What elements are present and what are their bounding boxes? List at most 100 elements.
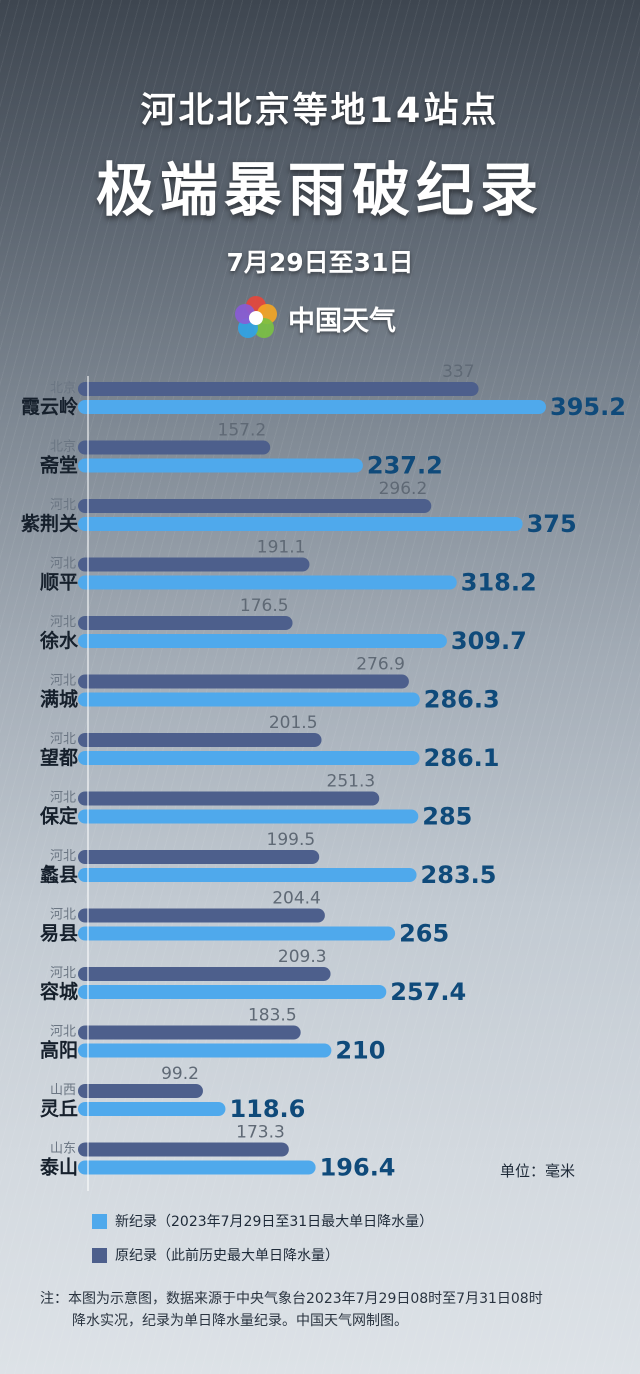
bar-old-record	[78, 967, 331, 981]
category-label: 保定	[39, 805, 78, 828]
title-line2: 极端暴雨破纪录	[95, 156, 544, 224]
province-label: 河北	[50, 849, 76, 864]
bar-new-record	[78, 692, 420, 707]
category-label: 顺平	[40, 572, 78, 594]
bar-old-record	[78, 616, 293, 630]
province-label: 河北	[50, 1025, 76, 1040]
bar-old-record	[78, 908, 325, 923]
category-label: 霞云岭	[21, 395, 78, 418]
data-label-new: 196.4	[320, 1154, 396, 1182]
bar-new-record	[78, 517, 523, 531]
bar-new-record	[78, 634, 447, 648]
bar-old-record-base	[88, 908, 100, 923]
province-label: 河北	[50, 615, 76, 630]
bar-old-record-base	[88, 1142, 100, 1157]
bar-new-record	[78, 575, 457, 590]
footnote: 注：本图为示意图，数据来源于中央气象台2023年7月29日08时至7月31日08…	[40, 1288, 610, 1332]
bar-old-record-base	[88, 440, 100, 455]
bar-chart: 北京霞云岭337395.2北京斋堂157.2237.2河北紫荆关296.2375…	[20, 362, 626, 1182]
bar-old-record	[78, 1142, 289, 1157]
data-label-old: 157.2	[218, 421, 267, 441]
bar-new-record	[78, 868, 417, 882]
data-label-new: 286.3	[424, 686, 500, 714]
bar-new-record-base	[88, 809, 100, 824]
legend-swatch-old	[92, 1247, 107, 1263]
bar-old-record-base	[88, 850, 100, 864]
data-label-new: 309.7	[451, 627, 527, 655]
footnote-line1: 注：本图为示意图，数据来源于中央气象台2023年7月29日08时至7月31日08…	[40, 1291, 543, 1307]
legend-item-old: 原纪录（此前历史最大单日降水量）	[92, 1242, 433, 1268]
category-label: 高阳	[40, 1039, 78, 1062]
unit-label: 单位：毫米	[500, 1162, 576, 1180]
bar-new-record	[78, 809, 419, 824]
data-label-new: 285	[422, 803, 472, 831]
legend-swatch-new	[92, 1213, 107, 1229]
brand-name: 中国天气	[288, 305, 396, 337]
bar-old-record-base	[88, 1084, 100, 1098]
bar-old-record	[78, 440, 271, 455]
province-label: 河北	[50, 791, 76, 806]
bar-old-record	[78, 1025, 301, 1040]
bar-new-record-base	[88, 1102, 100, 1116]
province-label: 山西	[50, 1083, 76, 1098]
bar-old-record	[78, 791, 380, 806]
bar-old-record-base	[88, 557, 100, 572]
data-label-new: 118.6	[229, 1095, 305, 1123]
province-label: 河北	[50, 674, 76, 689]
province-label: 河北	[50, 557, 76, 572]
data-label-new: 257.4	[390, 978, 466, 1006]
bar-new-record	[78, 1160, 316, 1175]
bar-new-record	[78, 985, 387, 999]
data-label-old: 183.5	[248, 1006, 297, 1026]
date-range: 7月29日至31日	[226, 248, 414, 277]
data-label-old: 276.9	[356, 655, 405, 675]
data-label-old: 296.2	[379, 479, 428, 499]
category-label: 容城	[40, 980, 78, 1003]
bar-old-record-base	[88, 967, 100, 981]
bar-old-record-base	[88, 499, 100, 513]
bar-new-record-base	[88, 1043, 100, 1058]
category-label: 易县	[40, 923, 78, 945]
data-label-old: 209.3	[278, 947, 327, 967]
bar-new-record	[78, 926, 396, 941]
province-label: 北京	[50, 381, 76, 396]
legend-item-new: 新纪录（2023年7月29日至31日最大单日降水量）	[92, 1208, 433, 1234]
bar-new-record-base	[88, 458, 100, 473]
data-label-new: 210	[335, 1037, 385, 1065]
bar-old-record	[78, 850, 320, 864]
bar-new-record-base	[88, 575, 100, 590]
legend-label-new: 新纪录（2023年7月29日至31日最大单日降水量）	[115, 1214, 434, 1230]
category-label: 徐水	[39, 629, 79, 652]
bar-old-record	[78, 382, 479, 396]
bar-new-record-base	[88, 692, 100, 707]
bar-new-record-base	[88, 751, 100, 765]
data-label-new: 395.2	[550, 393, 626, 421]
province-label: 山东	[50, 1142, 76, 1157]
data-label-old: 337	[442, 362, 474, 382]
bar-old-record-base	[88, 674, 100, 689]
bar-old-record	[78, 557, 310, 572]
data-label-new: 318.2	[461, 569, 537, 597]
data-label-new: 283.5	[421, 861, 497, 889]
bar-old-record	[78, 1084, 203, 1098]
bar-old-record-base	[88, 791, 100, 806]
bar-new-record-base	[88, 400, 100, 414]
bar-new-record-base	[88, 517, 100, 531]
brand: 中国天气	[230, 292, 430, 344]
bar-new-record-base	[88, 926, 100, 941]
bar-new-record	[78, 458, 363, 473]
category-label: 灵丘	[40, 1098, 78, 1120]
data-label-old: 191.1	[257, 538, 306, 558]
bar-old-record	[78, 499, 432, 513]
data-label-old: 201.5	[269, 713, 318, 733]
data-label-old: 176.5	[240, 596, 289, 616]
bar-old-record	[78, 733, 322, 747]
province-label: 河北	[50, 966, 76, 981]
data-label-old: 204.4	[272, 889, 321, 909]
bar-old-record-base	[88, 733, 100, 747]
data-label-old: 251.3	[327, 772, 376, 792]
category-label: 蠡县	[40, 863, 78, 886]
province-label: 河北	[50, 732, 76, 747]
province-label: 北京	[50, 440, 76, 455]
bar-old-record	[78, 674, 409, 689]
